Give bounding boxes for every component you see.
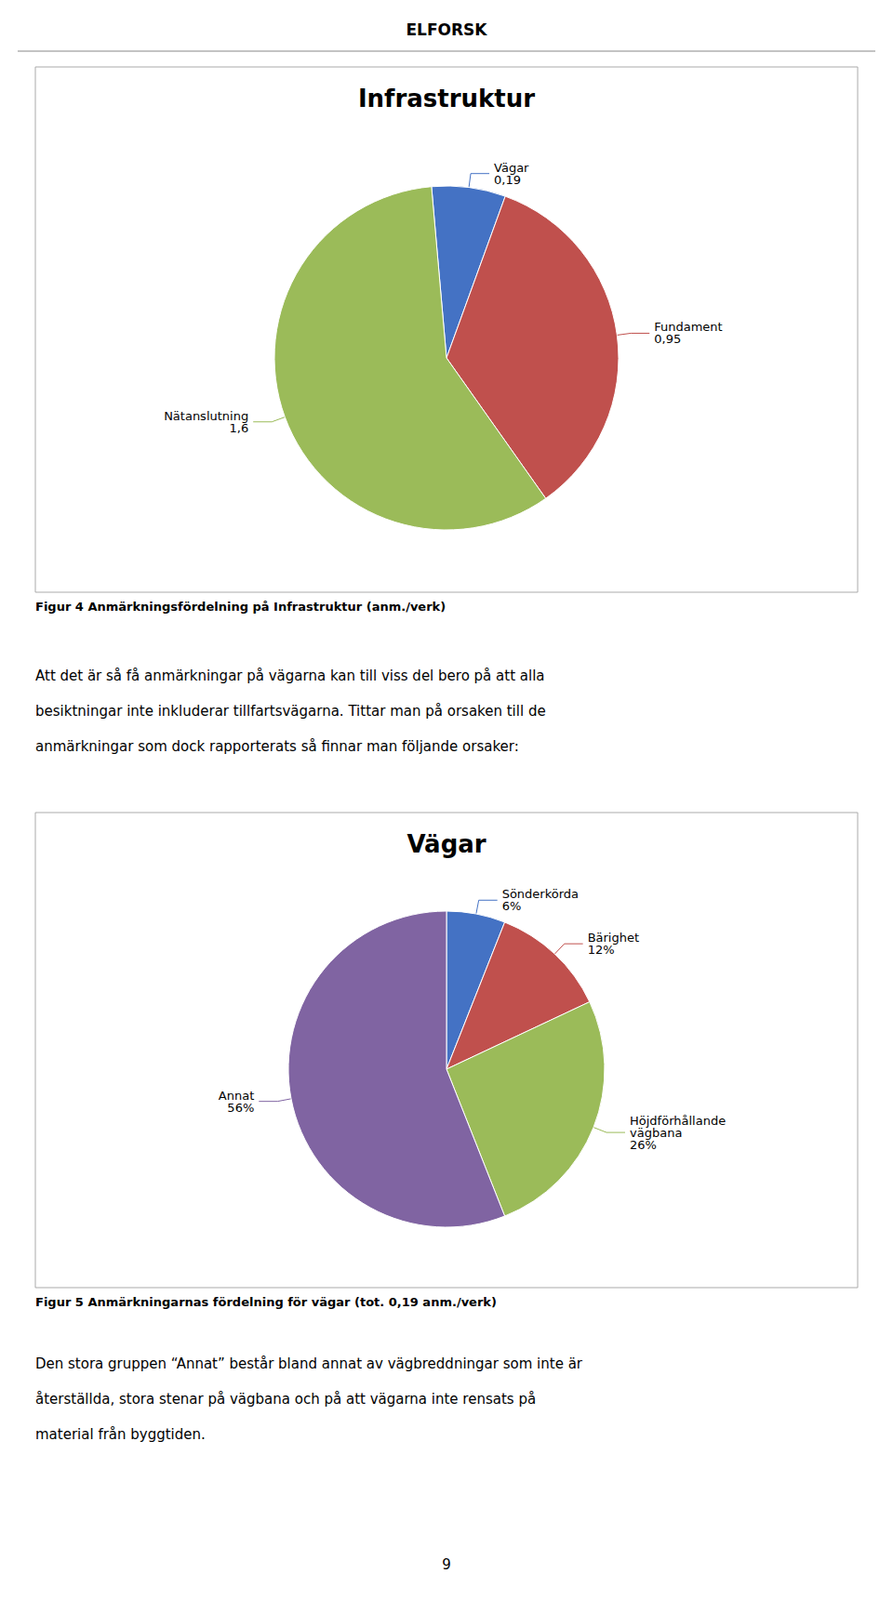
svg-text:56%: 56% bbox=[226, 1101, 254, 1116]
svg-text:Fundament: Fundament bbox=[654, 320, 723, 335]
svg-text:0,19: 0,19 bbox=[493, 173, 521, 187]
svg-text:Sönderkörda: Sönderkörda bbox=[502, 887, 579, 902]
svg-text:ELFORSK: ELFORSK bbox=[405, 20, 488, 40]
svg-text:återställda, stora stenar på v: återställda, stora stenar på vägbana och… bbox=[35, 1391, 536, 1409]
svg-text:6%: 6% bbox=[502, 899, 522, 914]
svg-text:Figur 4 Anmärkningsfördelning: Figur 4 Anmärkningsfördelning på Infrast… bbox=[35, 599, 446, 614]
svg-text:Höjdförhållande: Höjdförhållande bbox=[629, 1114, 730, 1128]
svg-text:Annat: Annat bbox=[218, 1088, 255, 1103]
svg-text:12%: 12% bbox=[587, 943, 615, 958]
svg-text:Nätanslutning: Nätanslutning bbox=[163, 409, 249, 424]
svg-text:vägbana: vägbana bbox=[629, 1126, 683, 1141]
svg-text:Bärighet: Bärighet bbox=[587, 931, 640, 946]
svg-text:26%: 26% bbox=[629, 1138, 657, 1153]
svg-text:besiktningar inte inkluderar t: besiktningar inte inkluderar tillfartsvä… bbox=[35, 703, 547, 720]
svg-text:material från byggtiden.: material från byggtiden. bbox=[35, 1426, 206, 1444]
svg-text:Vägar: Vägar bbox=[493, 160, 529, 175]
svg-text:Figur 5 Anmärkningarnas fördel: Figur 5 Anmärkningarnas fördelning för v… bbox=[35, 1295, 497, 1310]
svg-text:1,6: 1,6 bbox=[229, 421, 250, 436]
svg-text:Infrastruktur: Infrastruktur bbox=[358, 84, 535, 113]
svg-text:0,95: 0,95 bbox=[653, 332, 681, 347]
svg-text:Vägar: Vägar bbox=[406, 830, 486, 859]
svg-text:Den stora gruppen “Annat” best: Den stora gruppen “Annat” består bland a… bbox=[35, 1356, 584, 1373]
svg-text:Att det är så få anmärkningar: Att det är så få anmärkningar på vägarna… bbox=[35, 667, 546, 685]
svg-text:9: 9 bbox=[441, 1557, 452, 1574]
svg-text:anmärkningar som dock rapporte: anmärkningar som dock rapporterats så fi… bbox=[35, 738, 520, 756]
